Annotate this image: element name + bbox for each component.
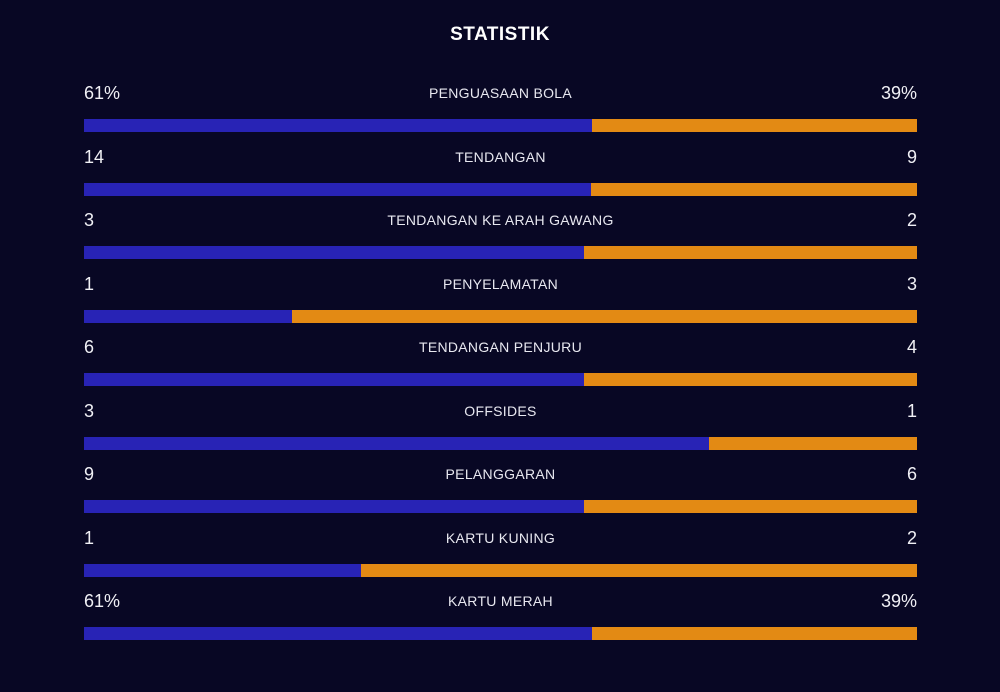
stat-row-corners: 6 TENDANGAN PENJURU 4 xyxy=(84,332,917,396)
away-value: 2 xyxy=(906,210,917,230)
home-value: 3 xyxy=(84,400,95,421)
stat-row-saves: 1 PENYELAMATAN 3 xyxy=(84,269,917,333)
stat-label: PENGUASAAN BOLA xyxy=(429,85,572,101)
away-bar-fill xyxy=(583,246,917,259)
away-bar-fill xyxy=(583,373,917,386)
comparison-bar xyxy=(84,627,917,640)
away-value: 2 xyxy=(906,527,917,548)
stat-row-fouls: 9 PELANGGARAN 6 xyxy=(84,459,917,523)
away-bar-fill xyxy=(592,119,917,132)
comparison-bar xyxy=(84,436,917,450)
stat-row-shots: 14 TENDANGAN 9 xyxy=(84,142,917,206)
stat-label: OFFSIDES xyxy=(464,402,537,419)
stats-list: 61% PENGUASAAN BOLA 39% 14 TENDANGAN 9 3… xyxy=(84,78,917,650)
away-value: 9 xyxy=(906,146,917,167)
stat-label: TENDANGAN xyxy=(455,148,546,165)
away-bar-fill xyxy=(583,500,917,513)
home-bar-fill xyxy=(84,500,584,513)
stat-label: PELANGGARAN xyxy=(445,466,556,482)
home-value: 61% xyxy=(84,83,121,103)
home-value: 1 xyxy=(84,273,95,294)
stat-label: KARTU KUNING xyxy=(445,529,556,546)
home-bar-fill xyxy=(84,627,593,640)
stat-row-offsides: 3 OFFSIDES 1 xyxy=(84,396,917,460)
away-value: 39% xyxy=(880,591,917,611)
stat-row-yellow-cards: 1 KARTU KUNING 2 xyxy=(84,523,917,587)
away-value: 3 xyxy=(906,273,917,294)
comparison-bar xyxy=(84,500,917,513)
away-value: 4 xyxy=(906,337,917,357)
home-value: 1 xyxy=(84,527,95,548)
away-bar-fill xyxy=(361,563,917,577)
home-value: 6 xyxy=(84,337,95,357)
home-value: 14 xyxy=(84,146,105,167)
away-bar-fill xyxy=(292,309,917,323)
home-bar-fill xyxy=(84,182,592,196)
stat-label: TENDANGAN PENJURU xyxy=(418,339,582,355)
home-bar-fill xyxy=(84,436,709,450)
stat-label: PENYELAMATAN xyxy=(442,275,559,292)
stat-row-red-cards: 61% KARTU MERAH 39% xyxy=(84,586,917,650)
home-value: 3 xyxy=(84,210,95,230)
stat-label: KARTU MERAH xyxy=(448,593,553,609)
comparison-bar xyxy=(84,182,917,196)
stats-title: STATISTIK xyxy=(450,24,550,45)
stat-label: TENDANGAN KE ARAH GAWANG xyxy=(387,212,614,228)
comparison-bar xyxy=(84,563,917,577)
comparison-bar xyxy=(84,309,917,323)
home-bar-fill xyxy=(84,309,293,323)
home-value: 61% xyxy=(84,591,121,611)
away-value: 6 xyxy=(906,464,917,484)
home-bar-fill xyxy=(84,119,593,132)
away-bar-fill xyxy=(708,436,917,450)
comparison-bar xyxy=(84,119,917,132)
away-value: 39% xyxy=(880,83,917,103)
comparison-bar xyxy=(84,373,917,386)
stat-row-shots-on-target: 3 TENDANGAN KE ARAH GAWANG 2 xyxy=(84,205,917,269)
away-value: 1 xyxy=(906,400,917,421)
home-bar-fill xyxy=(84,373,584,386)
comparison-bar xyxy=(84,246,917,259)
away-bar-fill xyxy=(591,182,917,196)
stat-row-possession: 61% PENGUASAAN BOLA 39% xyxy=(84,78,917,142)
home-bar-fill xyxy=(84,563,362,577)
away-bar-fill xyxy=(592,627,917,640)
home-value: 9 xyxy=(84,464,95,484)
home-bar-fill xyxy=(84,246,584,259)
